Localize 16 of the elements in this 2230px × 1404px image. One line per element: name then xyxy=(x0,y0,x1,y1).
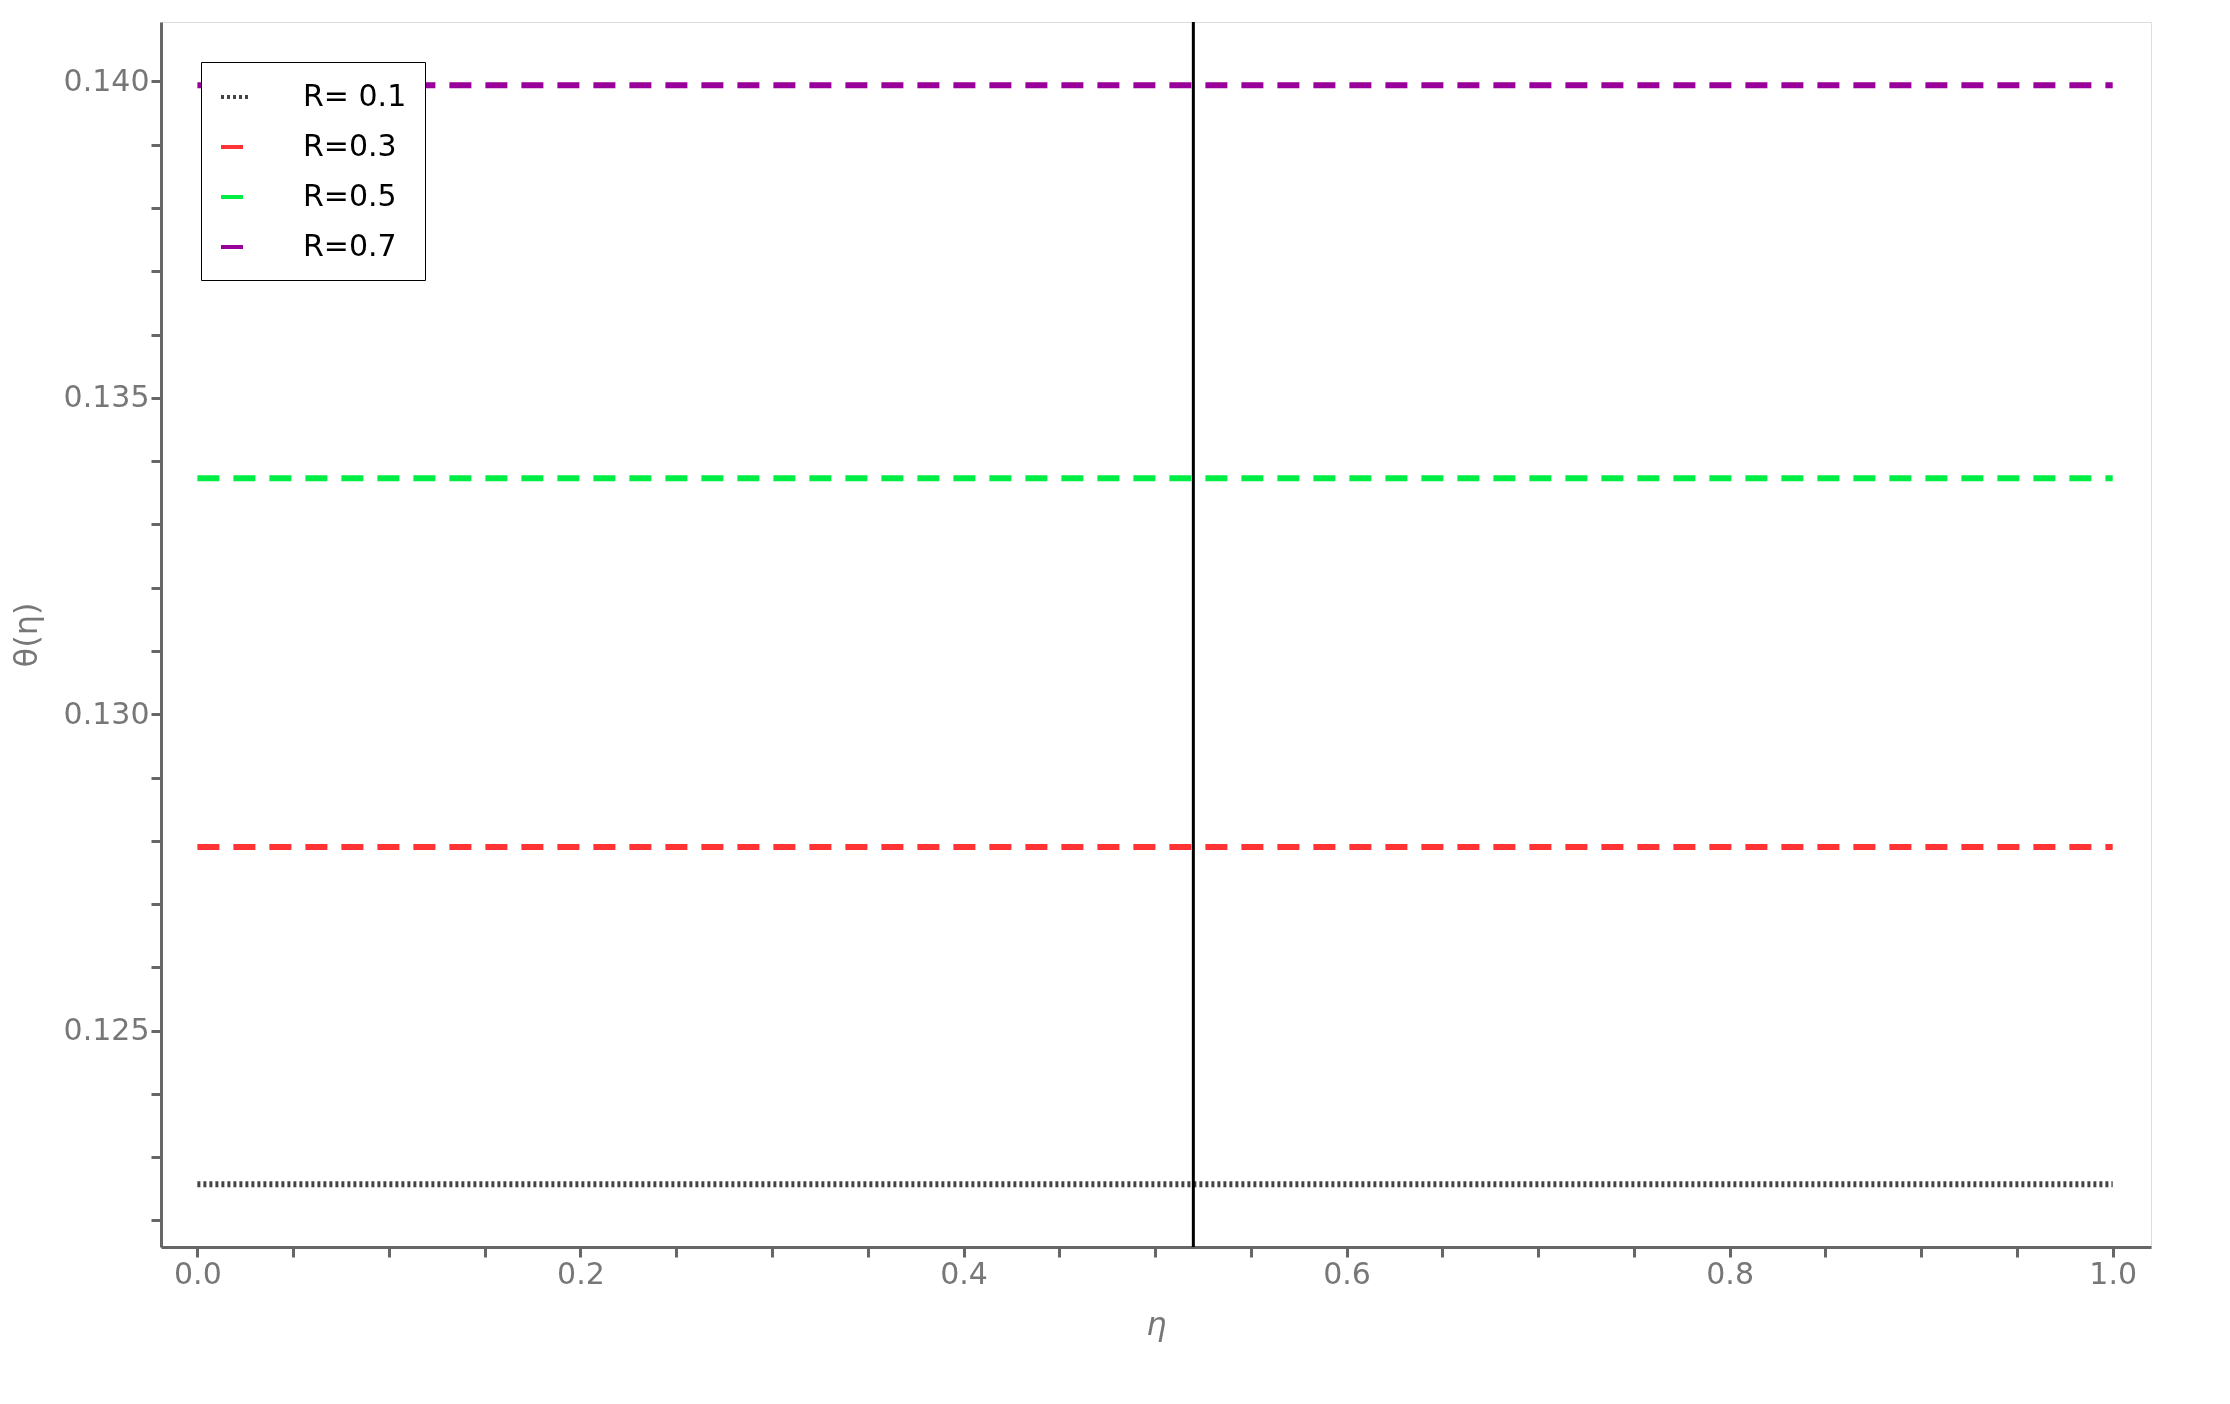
y-axis-title: θ(η) xyxy=(6,602,45,668)
legend-label: R=0.3 xyxy=(303,128,397,163)
legend-label: R=0.5 xyxy=(303,178,397,213)
y-tick-label: 0.130 xyxy=(63,695,150,731)
x-tick-label: 0.6 xyxy=(1323,1255,1371,1291)
y-tick-label: 0.140 xyxy=(63,62,150,98)
x-tick-label: 0.0 xyxy=(174,1255,222,1291)
x-axis-title: η xyxy=(1146,1304,1167,1343)
x-tick-label: 0.4 xyxy=(940,1255,988,1291)
x-tick-label: 1.0 xyxy=(2089,1255,2138,1291)
legend-label: R=0.7 xyxy=(303,228,397,263)
x-tick-label: 0.8 xyxy=(1706,1255,1754,1291)
legend-label: R= 0.1 xyxy=(303,78,407,113)
x-tick-label: 0.2 xyxy=(557,1255,605,1291)
y-tick-label: 0.135 xyxy=(63,379,150,415)
y-tick-label: 0.125 xyxy=(63,1012,150,1048)
